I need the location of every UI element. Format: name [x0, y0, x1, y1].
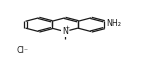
Text: N: N	[62, 27, 68, 36]
Text: +: +	[65, 25, 70, 30]
Text: Cl⁻: Cl⁻	[16, 46, 28, 55]
Text: NH₂: NH₂	[106, 19, 121, 28]
